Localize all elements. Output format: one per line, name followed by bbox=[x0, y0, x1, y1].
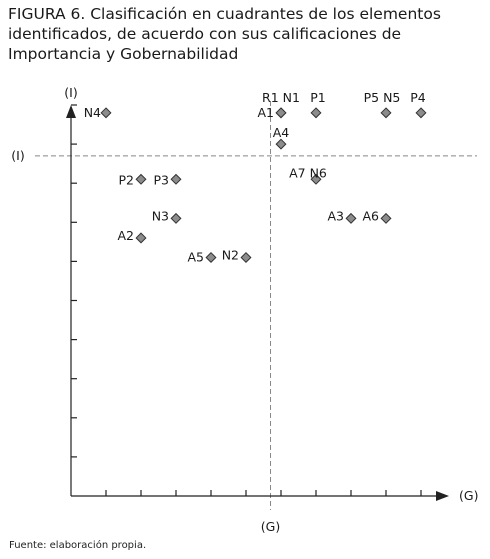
point-p4-label: P4 bbox=[410, 90, 426, 105]
y-axis-title: (I) bbox=[64, 85, 77, 100]
y-axis-arrowhead bbox=[66, 105, 76, 118]
x-axis-title: (G) bbox=[459, 488, 478, 503]
point-p5-n5-marker bbox=[380, 107, 392, 119]
point-p1-label: P1 bbox=[310, 90, 326, 105]
point-p3-marker bbox=[170, 173, 182, 185]
point-n3-label: N3 bbox=[152, 208, 169, 223]
point-n2-marker bbox=[240, 251, 252, 263]
x-reference-label: (G) bbox=[261, 519, 280, 534]
point-a1-marker bbox=[275, 107, 287, 119]
y-reference-label: (I) bbox=[11, 148, 24, 163]
figure-source-note: Fuente: elaboración propia. bbox=[9, 540, 147, 551]
point-a1-label: A1 bbox=[257, 105, 274, 120]
point-a7-n6-label: A7 N6 bbox=[289, 165, 327, 180]
point-a6-label: A6 bbox=[362, 208, 379, 223]
point-r1-n1-label: R1 N1 bbox=[262, 90, 300, 105]
point-n4-label: N4 bbox=[84, 105, 101, 120]
axis-ticks bbox=[71, 104, 422, 496]
point-a2-label: A2 bbox=[117, 228, 134, 243]
point-p4-marker bbox=[415, 107, 427, 119]
axes: (I) (G) (I) (G) bbox=[11, 85, 478, 534]
point-p3-label: P3 bbox=[154, 172, 170, 187]
point-n3-marker bbox=[170, 212, 182, 224]
point-p1-marker bbox=[310, 107, 322, 119]
point-p5-n5-label: P5 N5 bbox=[364, 90, 401, 105]
point-p2-marker bbox=[135, 173, 147, 185]
point-a4-label: A4 bbox=[273, 125, 290, 140]
point-n4-marker bbox=[100, 107, 112, 119]
point-a6-marker bbox=[380, 212, 392, 224]
point-a7-n6-marker bbox=[310, 173, 322, 185]
quadrant-reference-lines bbox=[35, 101, 477, 510]
point-a2-marker bbox=[135, 232, 147, 244]
point-a4-marker bbox=[275, 138, 287, 150]
point-a3-label: A3 bbox=[327, 208, 344, 223]
x-axis-arrowhead bbox=[436, 491, 449, 501]
point-a5-label: A5 bbox=[187, 249, 204, 264]
point-a3-marker bbox=[345, 212, 357, 224]
point-n2-label: N2 bbox=[222, 247, 239, 262]
point-p2-label: P2 bbox=[119, 172, 135, 187]
figure-title: FIGURA 6. Clasificación en cuadrantes de… bbox=[8, 5, 441, 63]
point-a5-marker bbox=[205, 251, 217, 263]
